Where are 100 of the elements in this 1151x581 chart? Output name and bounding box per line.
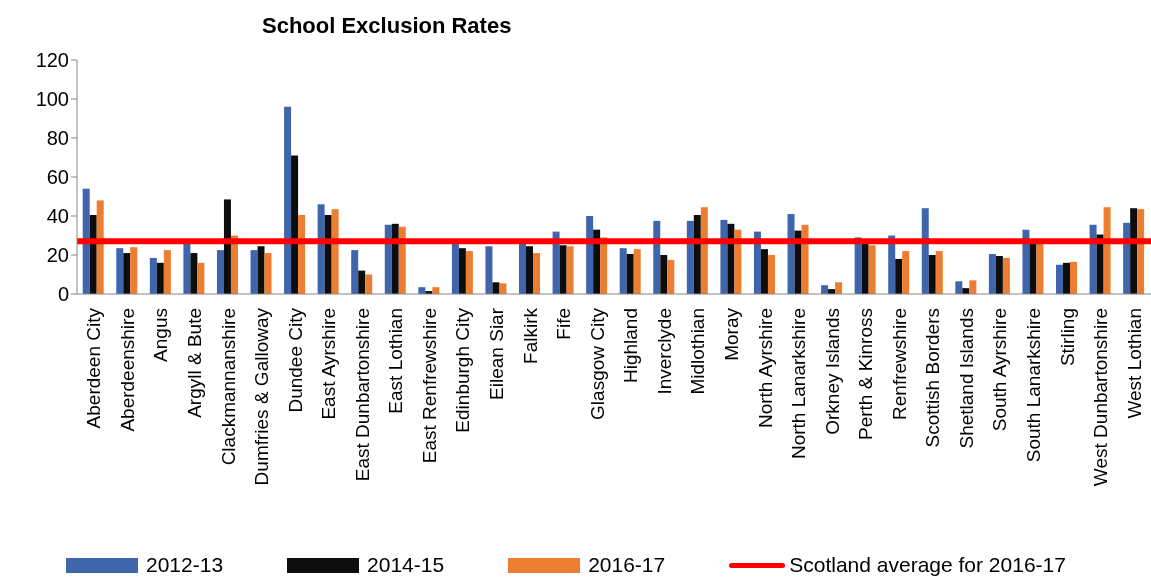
bar [485, 246, 493, 294]
bar [291, 155, 299, 294]
bar [156, 262, 164, 294]
bar [533, 253, 541, 294]
bar [89, 215, 97, 294]
bar [526, 246, 534, 294]
legend-label: 2014-15 [367, 553, 445, 577]
bar [902, 251, 910, 294]
x-tick-label: Fife [553, 308, 575, 340]
x-tick-label: Stirling [1056, 308, 1078, 367]
x-tick-label: South Ayrshire [989, 308, 1011, 432]
bar [1056, 264, 1064, 294]
x-tick-label: East Renfrewshire [418, 308, 440, 464]
x-tick-label: Dundee City [284, 307, 306, 413]
x-tick-label: Perth & Kinross [855, 308, 877, 440]
bar [123, 253, 131, 294]
bar [82, 188, 90, 294]
x-tick-label: South Lanarkshire [1023, 308, 1045, 463]
bar [988, 254, 996, 294]
x-tick-label: Midlothian [687, 308, 709, 395]
bar [586, 216, 594, 294]
bar [633, 249, 641, 294]
bar [1063, 262, 1071, 294]
bar [868, 245, 876, 294]
bar [149, 257, 157, 294]
y-tick-label: 0 [57, 283, 69, 306]
x-tick-label: Aberdeenshire [116, 308, 138, 432]
x-tick-label: West Dunbartonshire [1090, 308, 1112, 487]
x-tick-label: Angus [150, 308, 172, 362]
bar [223, 199, 231, 294]
bar [559, 245, 567, 294]
bar [660, 255, 668, 294]
x-tick-label: Moray [720, 307, 742, 361]
bar [257, 246, 265, 294]
bar [693, 215, 701, 294]
bar [499, 283, 507, 294]
chart-title: School Exclusion Rates [262, 12, 512, 40]
bar [96, 200, 104, 294]
bar [626, 254, 634, 294]
y-tick-label: 20 [46, 244, 69, 267]
x-tick-label: East Lothian [385, 308, 407, 414]
bar [331, 209, 339, 294]
bar [921, 208, 929, 294]
x-tick-label: Shetland Islands [955, 308, 977, 449]
bar [358, 270, 366, 294]
bar [895, 258, 903, 294]
bar [216, 250, 224, 294]
legend-label: Scotland average for 2016-17 [789, 553, 1066, 577]
bar [1036, 241, 1044, 294]
x-tick-label: Falkirk [519, 307, 541, 364]
bar [821, 285, 829, 294]
bar [284, 106, 292, 294]
bar [183, 241, 191, 294]
x-tick-label: Highland [620, 308, 642, 383]
bar [1002, 257, 1010, 294]
x-tick-label: Scottish Borders [922, 308, 944, 448]
bar [116, 248, 124, 294]
x-tick-label: Orkney Islands [821, 308, 843, 435]
bar [969, 280, 977, 294]
bar [519, 241, 527, 294]
x-tick-label: East Ayrshire [318, 308, 340, 420]
x-tick-label: North Ayrshire [754, 308, 776, 429]
bar [955, 281, 963, 294]
x-tick-label: Inverclyde [653, 308, 675, 395]
bar [619, 248, 627, 294]
bar [760, 249, 768, 294]
bar [451, 241, 459, 294]
x-tick-label: Edinburgh City [452, 307, 474, 433]
x-tick-label: Dumfries & Galloway [251, 307, 273, 486]
bar [1029, 243, 1037, 294]
bar [835, 282, 843, 294]
bar [250, 250, 258, 294]
bar [492, 282, 500, 294]
bar [465, 251, 473, 294]
bar [727, 223, 735, 294]
x-tick-label: East Dunbartonshire [351, 308, 373, 482]
bar [190, 253, 198, 294]
bar [324, 215, 332, 294]
bar [365, 274, 373, 294]
y-tick-label: 80 [46, 127, 69, 150]
y-tick-label: 120 [35, 49, 69, 72]
y-tick-label: 100 [35, 88, 69, 111]
bar [458, 248, 466, 294]
bar [935, 251, 943, 294]
x-tick-label: Clackmannanshire [217, 308, 239, 466]
bar [700, 207, 708, 294]
bar [861, 241, 869, 294]
y-tick-label: 60 [46, 166, 69, 189]
bar [995, 255, 1003, 294]
bar [1137, 209, 1145, 294]
bar [130, 247, 138, 294]
x-tick-label: Renfrewshire [888, 308, 910, 420]
bar [197, 262, 205, 294]
bar [264, 253, 272, 294]
bar [928, 255, 936, 294]
bar [1070, 261, 1078, 294]
x-tick-label: Argyll & Bute [183, 308, 205, 418]
bar [298, 215, 306, 294]
x-tick-label: Aberdeen City [83, 307, 105, 429]
legend-label: 2016-17 [588, 553, 666, 577]
